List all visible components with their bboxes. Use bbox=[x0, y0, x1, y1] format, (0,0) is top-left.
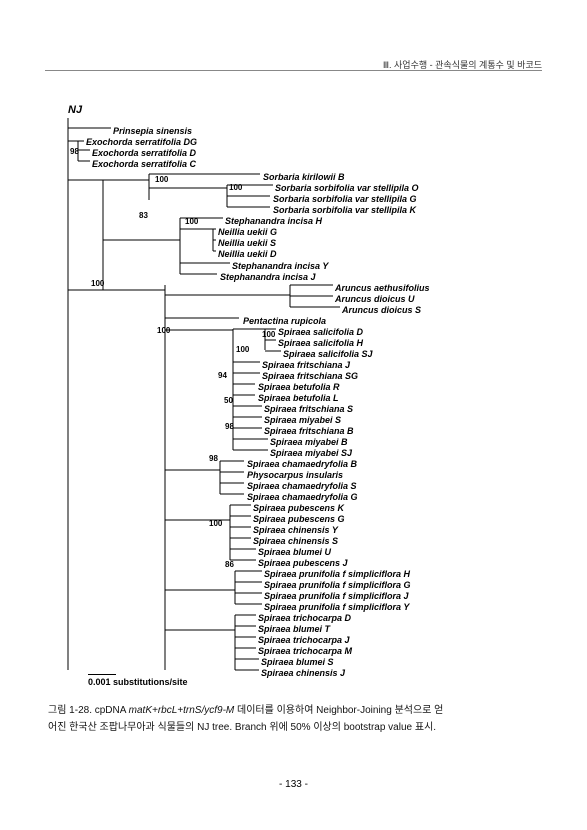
taxon-label: Stephanandra incisa Y bbox=[232, 261, 328, 271]
taxon-label: Spiraea salicifolia SJ bbox=[283, 349, 373, 359]
taxon-label: Spiraea chamaedryfolia G bbox=[247, 492, 358, 502]
taxon-label: Spiraea fritschiana J bbox=[262, 360, 350, 370]
taxon-label: Spiraea betufolia R bbox=[258, 382, 340, 392]
taxon-label: Spiraea chamaedryfolia S bbox=[247, 481, 357, 491]
taxon-label: Spiraea fritschiana B bbox=[264, 426, 354, 436]
taxon-label: Spiraea pubescens G bbox=[253, 514, 345, 524]
taxon-label: Spiraea pubescens J bbox=[258, 558, 348, 568]
taxon-label: Spiraea prunifolia f simpliciflora H bbox=[264, 569, 410, 579]
bootstrap-value: 100 bbox=[157, 326, 170, 335]
taxon-label: Spiraea salicifolia H bbox=[278, 338, 363, 348]
bootstrap-value: 100 bbox=[236, 345, 249, 354]
taxon-label: Spiraea miyabei S bbox=[264, 415, 341, 425]
header-rule bbox=[45, 70, 542, 71]
taxon-label: Physocarpus insularis bbox=[247, 470, 343, 480]
taxon-label: Exochorda serratifolia DG bbox=[86, 137, 197, 147]
taxon-label: Stephanandra incisa J bbox=[220, 272, 316, 282]
taxon-label: Aruncus dioicus U bbox=[335, 294, 415, 304]
bootstrap-value: 98 bbox=[225, 422, 234, 431]
taxon-label: Neillia uekii D bbox=[218, 249, 277, 259]
bootstrap-value: 100 bbox=[209, 519, 222, 528]
taxon-label: Spiraea fritschiana SG bbox=[262, 371, 358, 381]
taxon-label: Neillia uekii G bbox=[218, 227, 277, 237]
taxon-label: Spiraea prunifolia f simpliciflora Y bbox=[264, 602, 409, 612]
bootstrap-value: 98 bbox=[209, 454, 218, 463]
taxon-label: Spiraea chamaedryfolia B bbox=[247, 459, 357, 469]
caption-rest2: 어진 한국산 조팝나무아과 식물들의 NJ tree. Branch 위에 50… bbox=[48, 722, 436, 733]
taxon-label: Spiraea trichocarpa D bbox=[258, 613, 351, 623]
taxon-label: Sorbaria sorbifolia var stellipila G bbox=[273, 194, 417, 204]
taxon-label: Prinsepia sinensis bbox=[113, 126, 192, 136]
taxon-label: Stephanandra incisa H bbox=[225, 216, 322, 226]
bootstrap-value: 98 bbox=[70, 147, 79, 156]
caption-rest1: 데이터를 이용하여 Neighbor-Joining 분석으로 얻 bbox=[234, 705, 443, 716]
taxon-label: Spiraea chinensis S bbox=[253, 536, 338, 546]
taxon-label: Spiraea miyabei B bbox=[270, 437, 348, 447]
figure-caption: 그림 1-28. cpDNA matK+rbcL+trnS/ycf9-M 데이터… bbox=[48, 702, 539, 736]
taxon-label: Aruncus dioicus S bbox=[342, 305, 421, 315]
page-number: - 133 - bbox=[0, 779, 587, 790]
caption-prefix: 그림 1-28. cpDNA bbox=[48, 705, 129, 716]
taxon-label: Spiraea blumei S bbox=[261, 657, 334, 667]
bootstrap-value: 100 bbox=[229, 183, 242, 192]
taxon-label: Spiraea prunifolia f simpliciflora G bbox=[264, 580, 411, 590]
bootstrap-value: 83 bbox=[139, 211, 148, 220]
bootstrap-value: 50 bbox=[224, 396, 233, 405]
taxon-label: Spiraea prunifolia f simpliciflora J bbox=[264, 591, 409, 601]
taxon-label: Spiraea betufolia L bbox=[258, 393, 339, 403]
bootstrap-value: 86 bbox=[225, 560, 234, 569]
caption-genes: matK+rbcL+trnS/ycf9-M bbox=[129, 705, 235, 716]
taxon-label: Spiraea trichocarpa J bbox=[258, 635, 350, 645]
taxon-label: Sorbaria kirilowii B bbox=[263, 172, 345, 182]
taxon-label: Spiraea chinensis Y bbox=[253, 525, 338, 535]
scale-bar: 0.001 substitutions/site bbox=[88, 674, 188, 687]
taxon-label: Spiraea blumei T bbox=[258, 624, 330, 634]
taxon-label: Spiraea chinensis J bbox=[261, 668, 345, 678]
taxon-label: Spiraea miyabei SJ bbox=[270, 448, 352, 458]
bootstrap-value: 100 bbox=[155, 175, 168, 184]
taxon-label: Exochorda serratifolia D bbox=[92, 148, 196, 158]
taxon-label: Spiraea blumei U bbox=[258, 547, 331, 557]
taxon-label: Spiraea fritschiana S bbox=[264, 404, 353, 414]
bootstrap-value: 94 bbox=[218, 371, 227, 380]
bootstrap-value: 100 bbox=[262, 330, 275, 339]
bootstrap-value: 100 bbox=[91, 279, 104, 288]
taxon-label: Exochorda serratifolia C bbox=[92, 159, 196, 169]
taxon-label: Sorbaria sorbifolia var stellipila K bbox=[273, 205, 416, 215]
scale-bar-line bbox=[88, 674, 116, 675]
taxon-label: Spiraea trichocarpa M bbox=[258, 646, 352, 656]
taxon-label: Sorbaria sorbifolia var stellipila O bbox=[275, 183, 419, 193]
scale-bar-label: 0.001 substitutions/site bbox=[88, 677, 188, 687]
taxon-label: Spiraea salicifolia D bbox=[278, 327, 363, 337]
taxon-label: Neillia uekii S bbox=[218, 238, 276, 248]
taxon-label: Aruncus aethusifolius bbox=[335, 283, 430, 293]
taxon-label: Pentactina rupicola bbox=[243, 316, 326, 326]
bootstrap-value: 100 bbox=[185, 217, 198, 226]
taxon-label: Spiraea pubescens K bbox=[253, 503, 344, 513]
